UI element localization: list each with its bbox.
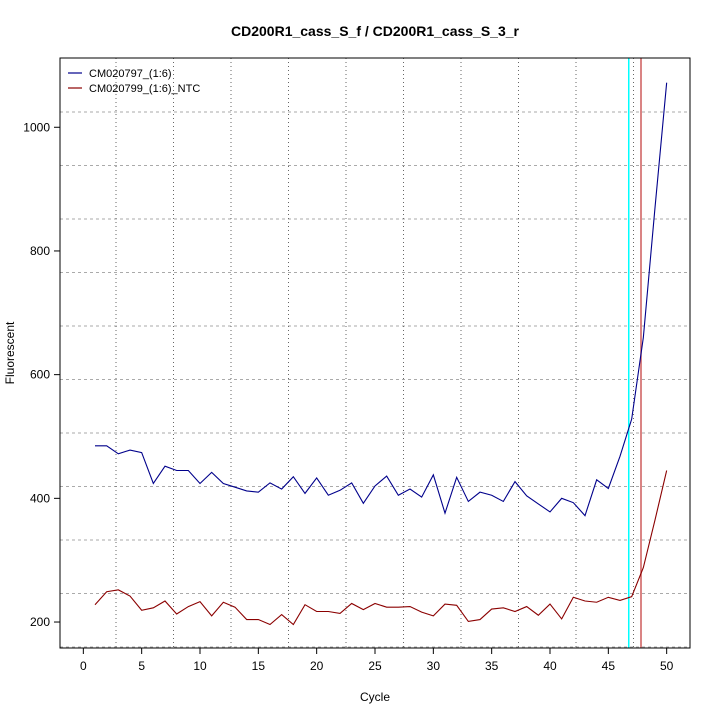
x-tick-label: 50 [660, 659, 674, 673]
x-tick-label: 25 [368, 659, 382, 673]
plot-frame [59, 57, 691, 649]
x-tick-label: 40 [543, 659, 557, 673]
x-tick-label: 45 [602, 659, 616, 673]
y-tick-label: 200 [30, 615, 50, 629]
axes: 0 5 10 15 20 25 30 35 40 45 50 200 400 600 800 1000 [23, 120, 673, 673]
y-tick-label: 800 [30, 244, 50, 258]
legend-label-1: CM020799_(1:6)_NTC [89, 83, 200, 95]
grid [60, 58, 690, 648]
y-tick-label: 400 [30, 491, 50, 505]
x-tick-label: 5 [138, 659, 145, 673]
x-tick-label: 30 [427, 659, 441, 673]
chart-title: CD200R1_cass_S_f / CD200R1_cass_S_3_r [231, 23, 520, 39]
series-line-0 [95, 82, 668, 517]
x-tick-label: 35 [485, 659, 499, 673]
plot-marks [94, 58, 668, 648]
legend-label-0: CM020797_(1:6) [89, 68, 172, 80]
y-tick-label: 600 [30, 368, 50, 382]
series-line-1 [94, 470, 668, 626]
x-tick-label: 0 [80, 659, 87, 673]
legend: CM020797_(1:6) CM020799_(1:6)_NTC [68, 68, 200, 95]
x-tick-label: 20 [310, 659, 324, 673]
x-tick-label: 15 [252, 659, 266, 673]
x-axis-label: Cycle [360, 690, 390, 704]
y-axis-label: Fluorescent [3, 321, 17, 384]
x-tick-label: 10 [193, 659, 207, 673]
y-tick-label: 1000 [23, 120, 50, 134]
